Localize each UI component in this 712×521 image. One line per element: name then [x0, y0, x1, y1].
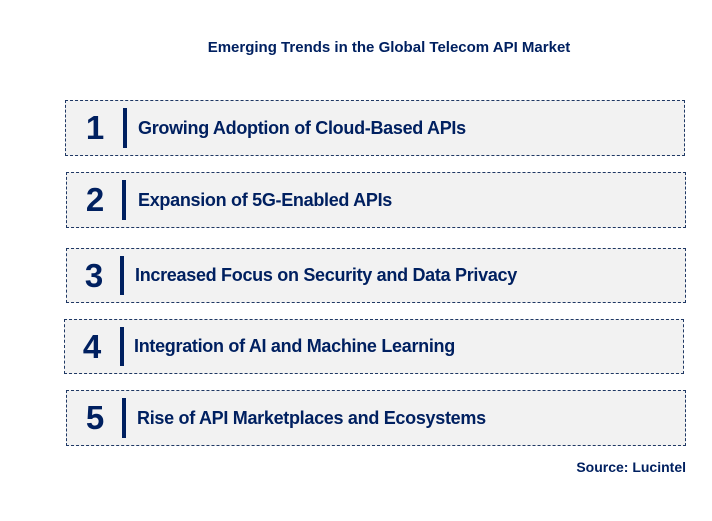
trend-number: 1 — [85, 109, 105, 146]
trend-item-2: 2 Expansion of 5G-Enabled APIs — [66, 172, 686, 228]
trend-item-3: 3 Increased Focus on Security and Data P… — [66, 248, 686, 303]
trend-number: 2 — [85, 181, 105, 218]
divider-bar — [120, 256, 124, 295]
divider-bar — [120, 327, 124, 366]
divider-bar — [123, 108, 127, 148]
divider-bar — [122, 180, 126, 220]
trend-label: Increased Focus on Security and Data Pri… — [135, 265, 517, 285]
divider-bar — [122, 398, 126, 438]
trend-label: Growing Adoption of Cloud-Based APIs — [138, 117, 466, 138]
trend-number: 5 — [85, 399, 105, 436]
page-title: Emerging Trends in the Global Telecom AP… — [207, 39, 571, 56]
trend-item-4: 4 Integration of AI and Machine Learning — [64, 319, 684, 374]
trend-number: 3 — [84, 256, 104, 294]
trend-number: 4 — [82, 327, 102, 365]
trend-label: Rise of API Marketplaces and Ecosystems — [137, 407, 486, 428]
trend-label: Expansion of 5G-Enabled APIs — [138, 189, 392, 210]
trend-item-5: 5 Rise of API Marketplaces and Ecosystem… — [66, 390, 686, 446]
trend-label: Integration of AI and Machine Learning — [134, 336, 455, 356]
trend-item-1: 1 Growing Adoption of Cloud-Based APIs — [65, 100, 685, 156]
source-attribution: Source: Lucintel — [576, 459, 686, 475]
